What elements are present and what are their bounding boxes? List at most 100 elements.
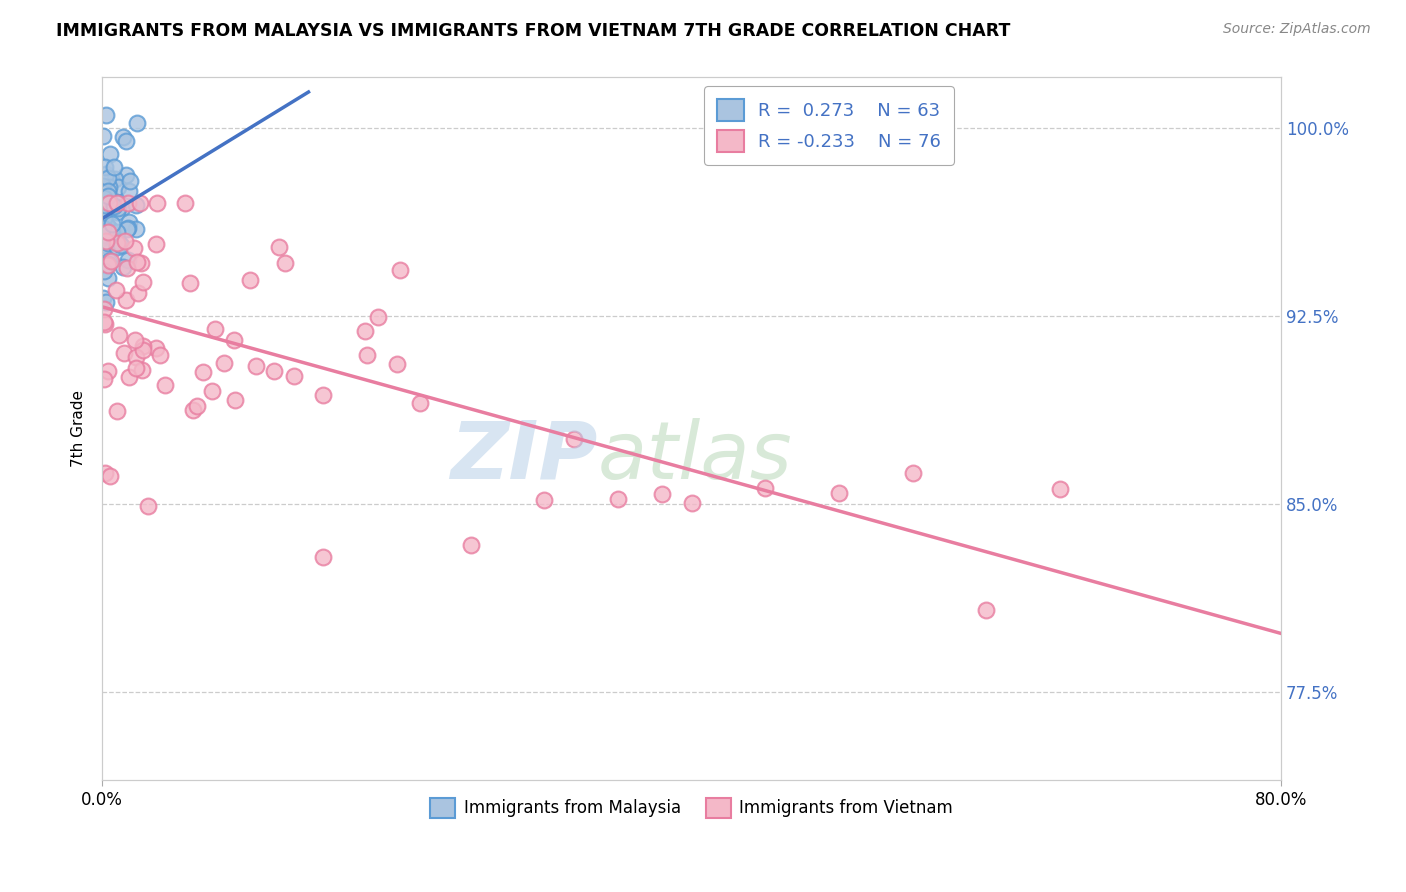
Point (828, 486, 851, 500)
Point (94, 295, 117, 310)
Point (93, 372, 115, 386)
Point (93, 211, 115, 225)
Point (127, 116, 149, 130)
Point (117, 196, 139, 211)
Point (96, 184, 118, 198)
Point (107, 327, 129, 342)
Point (263, 364, 285, 378)
Point (181, 402, 204, 417)
Point (533, 493, 555, 508)
Y-axis label: 7th Grade: 7th Grade (72, 391, 86, 467)
Point (94, 318, 117, 332)
Point (91, 220, 114, 235)
Point (117, 221, 139, 235)
Point (96, 228, 118, 243)
Point (97, 225, 120, 239)
Point (124, 334, 146, 348)
Point (224, 393, 246, 408)
Point (98, 221, 121, 235)
Point (93, 191, 115, 205)
Point (131, 363, 153, 377)
Point (97, 219, 120, 234)
Point (93, 301, 115, 316)
Point (274, 256, 297, 270)
Point (112, 260, 135, 274)
Point (98, 469, 121, 483)
Point (94, 198, 117, 212)
Point (117, 253, 139, 268)
Point (97, 170, 120, 185)
Point (124, 197, 146, 211)
Point (153, 378, 176, 392)
Point (114, 234, 136, 248)
Point (97, 244, 120, 259)
Point (110, 237, 132, 252)
Point (118, 215, 141, 229)
Point (105, 196, 128, 211)
Point (117, 221, 139, 235)
Point (94, 194, 117, 208)
Point (96, 234, 118, 248)
Point (122, 241, 145, 255)
Point (125, 361, 148, 376)
Point (105, 235, 128, 250)
Point (96, 108, 118, 122)
Text: Source: ZipAtlas.com: Source: ZipAtlas.com (1223, 22, 1371, 37)
Point (103, 199, 125, 213)
Point (107, 234, 129, 248)
Point (460, 538, 482, 552)
Point (91, 291, 114, 305)
Point (103, 160, 125, 174)
Point (115, 134, 138, 148)
Point (101, 230, 124, 244)
Point (94, 223, 117, 237)
Point (96, 258, 118, 272)
Point (136, 499, 159, 513)
Point (145, 236, 167, 251)
Point (107, 180, 129, 194)
Point (681, 495, 703, 509)
Text: atlas: atlas (598, 418, 792, 496)
Point (118, 174, 141, 188)
Point (100, 254, 122, 268)
Point (94, 160, 117, 174)
Point (212, 356, 235, 370)
Point (91, 183, 114, 197)
Point (191, 366, 214, 380)
Point (118, 185, 141, 199)
Point (100, 217, 122, 231)
Point (146, 196, 169, 211)
Point (105, 403, 128, 417)
Point (101, 225, 124, 239)
Point (112, 346, 135, 360)
Point (366, 310, 388, 324)
Point (149, 348, 172, 362)
Point (96, 168, 118, 182)
Point (91, 129, 114, 144)
Point (125, 254, 148, 268)
Point (107, 240, 129, 254)
Point (98, 146, 121, 161)
Point (118, 370, 141, 384)
Point (312, 549, 335, 564)
Point (283, 369, 305, 384)
Point (107, 225, 129, 239)
Point (974, 603, 997, 617)
Point (93, 315, 115, 329)
Text: ZIP: ZIP (450, 418, 598, 496)
Point (96, 235, 118, 250)
Point (112, 130, 135, 145)
Point (97, 271, 120, 285)
Point (179, 276, 201, 290)
Point (132, 339, 155, 353)
Point (174, 196, 197, 211)
Point (606, 491, 628, 506)
Point (132, 343, 155, 358)
Point (97, 364, 120, 378)
Point (96, 201, 118, 215)
Point (93, 179, 115, 194)
Point (114, 169, 136, 183)
Point (354, 324, 377, 338)
Point (94, 237, 117, 252)
Point (131, 255, 153, 269)
